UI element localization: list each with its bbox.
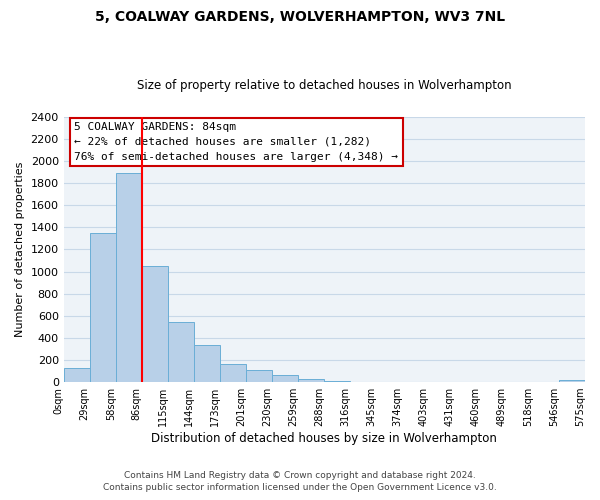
Bar [220,364,246,382]
Bar [298,379,325,382]
Bar [559,380,585,382]
Bar [194,345,220,382]
Bar [142,266,168,382]
Text: 5, COALWAY GARDENS, WOLVERHAMPTON, WV3 7NL: 5, COALWAY GARDENS, WOLVERHAMPTON, WV3 7… [95,10,505,24]
Bar [116,173,142,382]
Bar [64,368,90,382]
Y-axis label: Number of detached properties: Number of detached properties [15,162,25,337]
Text: 5 COALWAY GARDENS: 84sqm
← 22% of detached houses are smaller (1,282)
76% of sem: 5 COALWAY GARDENS: 84sqm ← 22% of detach… [74,122,398,162]
Bar [325,381,350,382]
Bar [246,370,272,382]
Bar [90,233,116,382]
X-axis label: Distribution of detached houses by size in Wolverhampton: Distribution of detached houses by size … [151,432,497,445]
Bar [272,376,298,382]
Bar [168,322,194,382]
Title: Size of property relative to detached houses in Wolverhampton: Size of property relative to detached ho… [137,79,512,92]
Text: Contains HM Land Registry data © Crown copyright and database right 2024.
Contai: Contains HM Land Registry data © Crown c… [103,471,497,492]
